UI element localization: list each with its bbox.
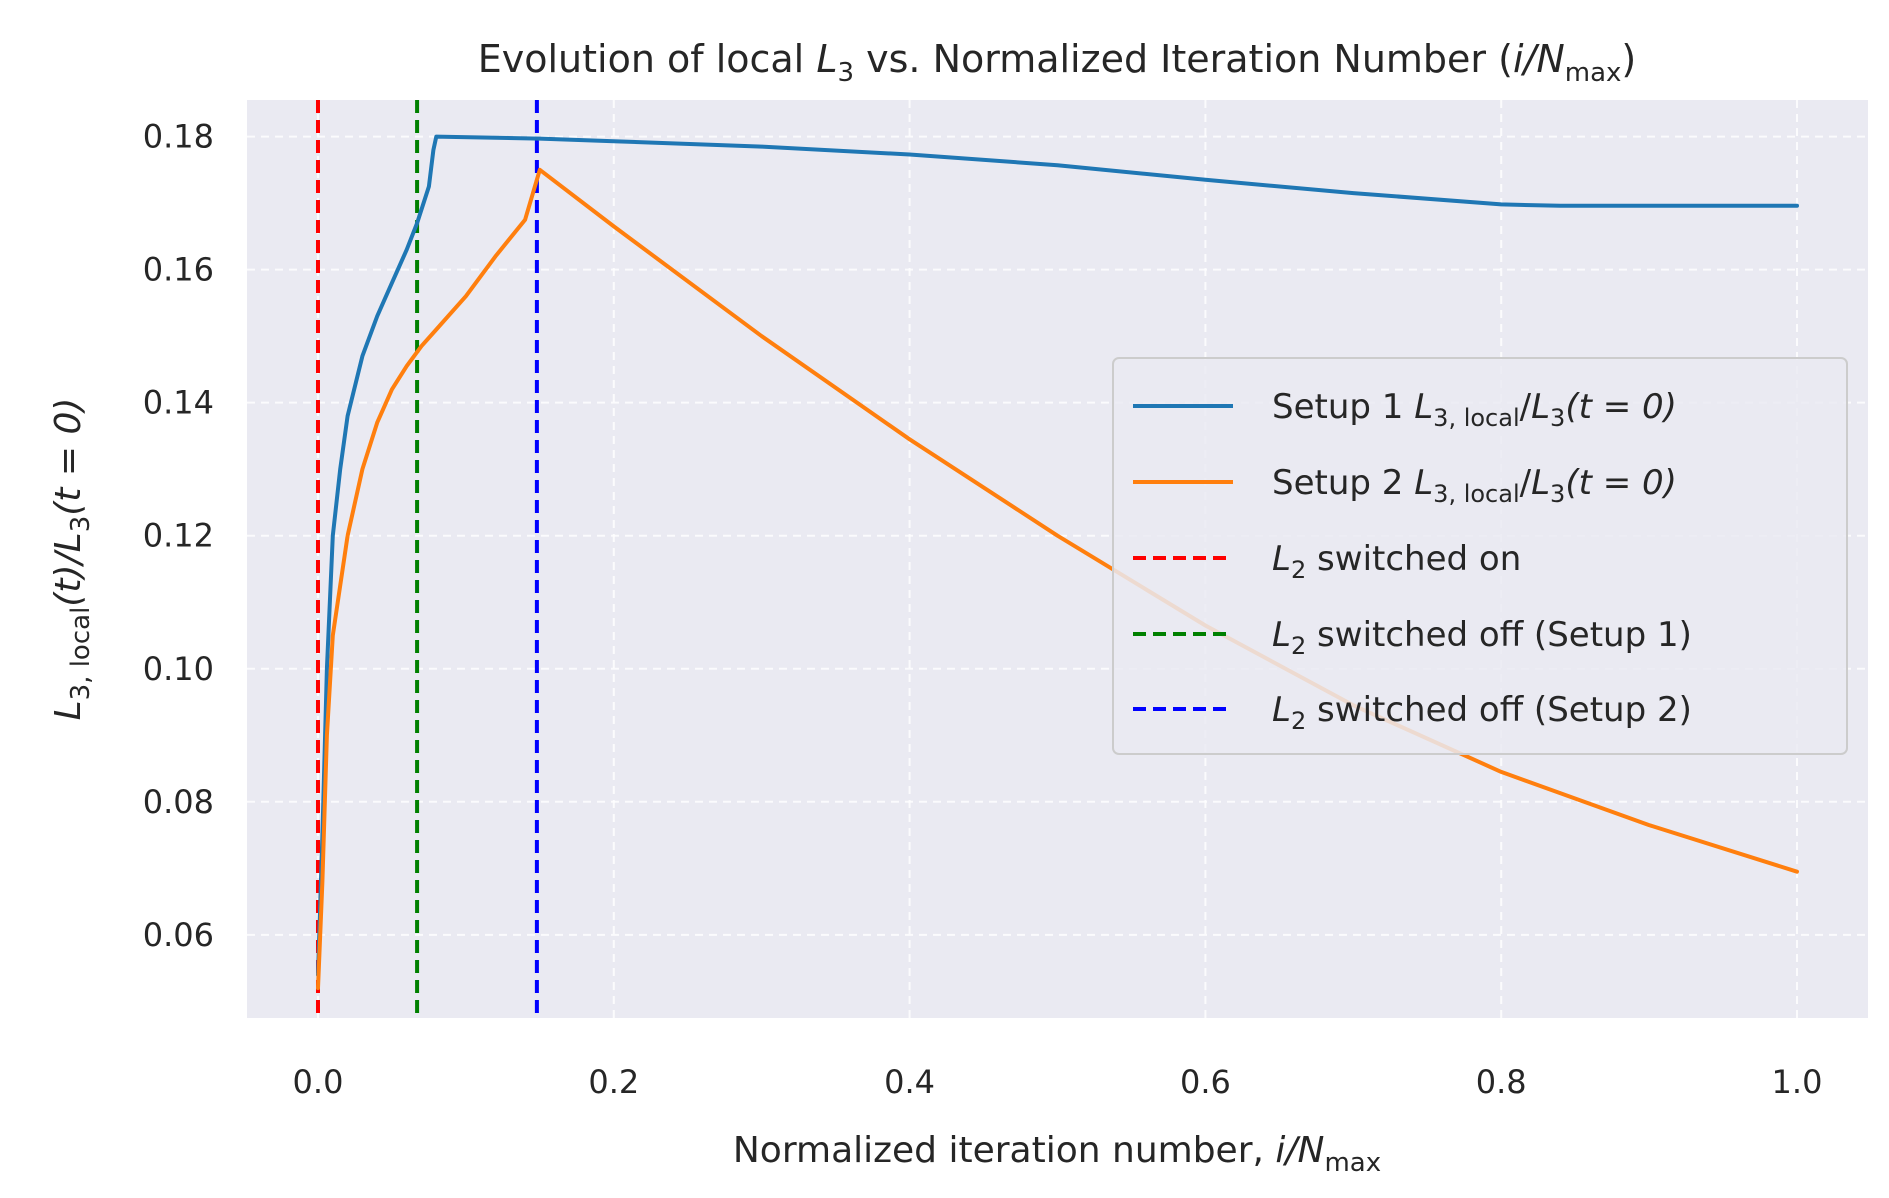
y-tick-label: 0.14 [143,384,214,422]
x-tick-label: 0.8 [1476,1063,1527,1101]
y-tick-label: 0.18 [143,118,214,156]
legend-label-l2-off-setup-1: L2 switched off (Setup 1) [1272,615,1692,660]
legend-box [1112,357,1848,755]
x-tick-label: 1.0 [1772,1063,1823,1101]
y-tick-label: 0.16 [143,251,214,289]
series-line-setup-1 [316,134,1799,977]
chart-title: Evolution of local L3 vs. Normalized Ite… [478,37,1637,88]
legend-label-l2-on: L2 switched on [1272,539,1521,584]
y-axis-ticks: 0.06 0.08 0.10 0.12 0.14 0.16 0.18 [143,118,214,954]
y-tick-label: 0.12 [143,517,214,555]
x-tick-label: 0.4 [884,1063,935,1101]
legend-label-setup-1: Setup 1 L3, local/L3(t = 0) [1272,387,1677,432]
x-axis-label: Normalized iteration number, i/Nmax [733,1130,1381,1178]
y-axis-label: L3, local(t)/L3(t = 0) [48,398,96,721]
x-axis-ticks: 0.0 0.2 0.4 0.6 0.8 1.0 [293,1063,1823,1101]
x-tick-label: 0.6 [1180,1063,1231,1101]
legend: Setup 1 L3, local/L3(t = 0) Setup 2 L3, … [1112,357,1848,755]
x-tick-label: 0.0 [293,1063,344,1101]
vertical-reference-lines [315,100,539,1018]
y-tick-label: 0.10 [143,650,214,688]
legend-label-l2-off-setup-2: L2 switched off (Setup 2) [1272,690,1692,735]
y-tick-label: 0.08 [143,783,214,821]
y-tick-label: 0.06 [143,916,214,954]
legend-label-setup-2: Setup 2 L3, local/L3(t = 0) [1272,463,1677,508]
x-tick-label: 0.2 [588,1063,639,1101]
